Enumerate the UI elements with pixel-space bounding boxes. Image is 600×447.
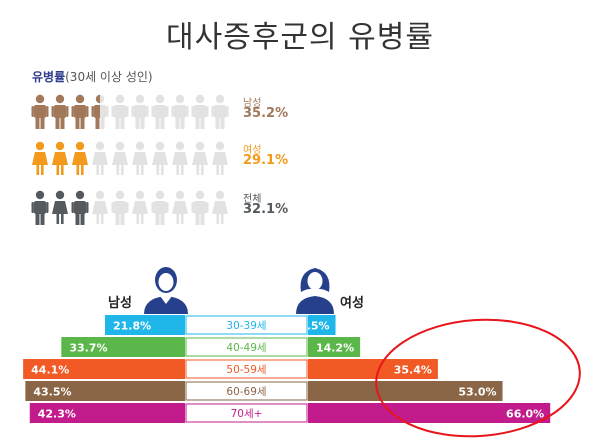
- male-bar: [25, 381, 186, 401]
- female-value-label: 14.2%: [316, 342, 354, 355]
- male-bar: [104, 315, 185, 335]
- person-icon: [112, 141, 128, 175]
- row-value: 29.1%: [243, 153, 289, 168]
- person-icon: [191, 190, 209, 225]
- person-icon: [212, 141, 228, 175]
- person-icon: [172, 141, 188, 175]
- person-icon: [192, 141, 208, 175]
- subtitle-paren: (30세 이상 성인): [65, 70, 153, 84]
- total-icon-row: [31, 190, 228, 225]
- age-category-label: 60-69세: [226, 386, 266, 398]
- person-icon: [31, 94, 49, 129]
- female-value-label: 53.0%: [458, 386, 496, 399]
- age-label-box: [185, 403, 308, 423]
- man-avatar-icon: [144, 267, 188, 314]
- prevalence-row-female: 여성 29.1%: [30, 141, 330, 177]
- age-category-label: 30-39세: [226, 320, 266, 332]
- person-icon: [52, 141, 68, 175]
- age-category-label: 50-59세: [226, 364, 266, 376]
- person-icon: [71, 94, 89, 129]
- prevalence-subtitle: 유병률(30세 이상 성인): [32, 68, 153, 85]
- female-value-label: 66.0%: [506, 408, 544, 421]
- female-icon-row: [32, 141, 228, 175]
- female-bar: [308, 403, 551, 423]
- page-title: 대사증후군의 유병률: [166, 20, 434, 55]
- person-icon: [212, 190, 228, 224]
- male-icon-row: [31, 94, 229, 129]
- person-icon: [92, 190, 108, 224]
- male-value-label: 42.3%: [38, 408, 76, 421]
- age-category-label: 70세+: [231, 408, 263, 420]
- person-icon: [32, 141, 48, 175]
- person-icon: [111, 190, 129, 225]
- age-label-box: [185, 359, 308, 379]
- row-value: 32.1%: [243, 202, 289, 217]
- person-icon: [151, 94, 169, 129]
- person-icon: [31, 190, 49, 225]
- row-label: 전체: [243, 194, 262, 205]
- male-value-label: 21.8%: [113, 320, 151, 333]
- woman-avatar-icon: [296, 268, 334, 314]
- person-icon-partial: [91, 94, 100, 129]
- person-icon: [151, 190, 169, 225]
- male-bar: [29, 403, 185, 423]
- person-icon: [72, 141, 88, 175]
- pyramid-header-female: 여성: [340, 296, 364, 311]
- person-icon: [131, 94, 149, 129]
- person-icon: [51, 94, 69, 129]
- person-icon: [71, 190, 89, 225]
- person-icon: [132, 190, 148, 224]
- age-label-box: [185, 381, 308, 401]
- male-bar: [61, 337, 185, 357]
- male-value-label: 44.1%: [31, 364, 69, 377]
- person-icon: [211, 94, 229, 129]
- highlight-ellipse: [375, 318, 581, 438]
- male-value-label: 33.7%: [69, 342, 107, 355]
- person-icon: [172, 190, 188, 224]
- person-icon: [191, 94, 209, 129]
- female-bar: [308, 315, 336, 335]
- age-label-box: [185, 315, 308, 335]
- female-value-label: 35.4%: [394, 364, 432, 377]
- row-value: 35.2%: [243, 106, 289, 121]
- person-icon: [152, 141, 168, 175]
- person-icon: [132, 141, 148, 175]
- female-bar: [308, 359, 438, 379]
- female-bar: [308, 337, 361, 357]
- prevalence-row-total: 전체 32.1%: [30, 190, 330, 226]
- age-category-label: 40-49세: [226, 342, 266, 354]
- person-icon: [171, 94, 189, 129]
- male-bar: [23, 359, 185, 379]
- person-icon: [111, 94, 129, 129]
- subtitle-main: 유병률: [32, 70, 66, 84]
- female-bar: [308, 381, 503, 401]
- age-label-box: [185, 337, 308, 357]
- prevalence-row-male: 남성 35.2%: [30, 94, 330, 130]
- male-value-label: 43.5%: [33, 386, 71, 399]
- person-icon: [92, 141, 108, 175]
- row-label: 여성: [243, 145, 262, 156]
- person-icon: [52, 190, 68, 224]
- pyramid-header-male: 남성: [108, 296, 132, 311]
- row-label: 남성: [243, 98, 262, 109]
